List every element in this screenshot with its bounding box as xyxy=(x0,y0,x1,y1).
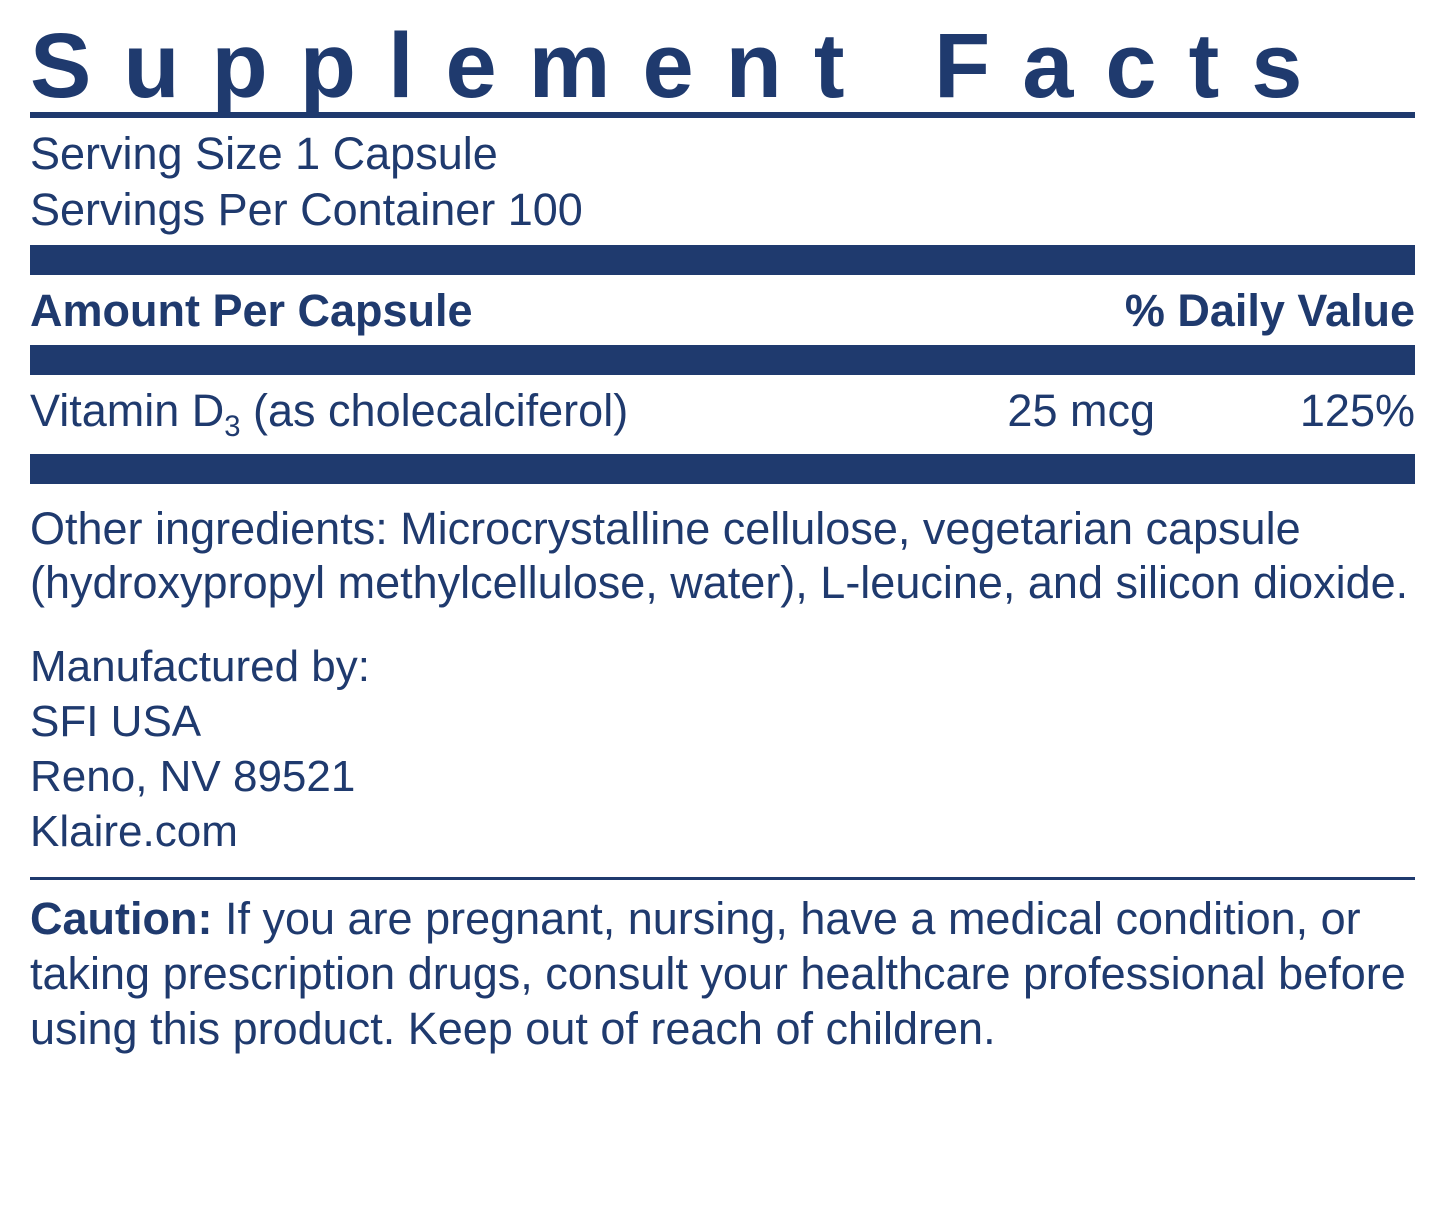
nutrient-amount: 25 mcg xyxy=(1007,385,1285,437)
divider-thick xyxy=(30,345,1415,375)
serving-block: Serving Size 1 Capsule Servings Per Cont… xyxy=(30,118,1415,245)
manufacturer-address: Reno, NV 89521 xyxy=(30,749,1415,804)
nutrient-row: Vitamin D3 (as cholecalciferol) 25 mcg 1… xyxy=(30,375,1415,454)
nutrient-name-prefix: Vitamin D xyxy=(30,385,224,436)
supplement-facts-panel: Supplement Facts Serving Size 1 Capsule … xyxy=(30,20,1415,1057)
serving-size: Serving Size 1 Capsule xyxy=(30,126,1415,182)
nutrient-name-suffix: (as cholecalciferol) xyxy=(241,385,629,436)
servings-per-container: Servings Per Container 100 xyxy=(30,182,1415,238)
amount-per-capsule-header: Amount Per Capsule xyxy=(30,285,473,337)
manufacturer-website: Klaire.com xyxy=(30,804,1415,859)
manufacturer-company: SFI USA xyxy=(30,694,1415,749)
other-ingredients: Other ingredients: Microcrystalline cell… xyxy=(30,484,1415,612)
nutrient-daily-value: 125% xyxy=(1285,385,1415,437)
caution-label: Caution: xyxy=(30,893,212,944)
nutrient-name: Vitamin D3 (as cholecalciferol) xyxy=(30,385,628,444)
divider-thick xyxy=(30,454,1415,484)
manufacturer-block: Manufactured by: SFI USA Reno, NV 89521 … xyxy=(30,611,1415,859)
divider-thick xyxy=(30,245,1415,275)
panel-title: Supplement Facts xyxy=(30,20,1415,118)
nutrient-name-subscript: 3 xyxy=(224,411,240,443)
column-header-row: Amount Per Capsule % Daily Value xyxy=(30,275,1415,345)
caution-text: If you are pregnant, nursing, have a med… xyxy=(30,893,1406,1054)
caution-block: Caution: If you are pregnant, nursing, h… xyxy=(30,877,1415,1057)
manufactured-by-label: Manufactured by: xyxy=(30,639,1415,694)
daily-value-header: % Daily Value xyxy=(1125,285,1415,337)
